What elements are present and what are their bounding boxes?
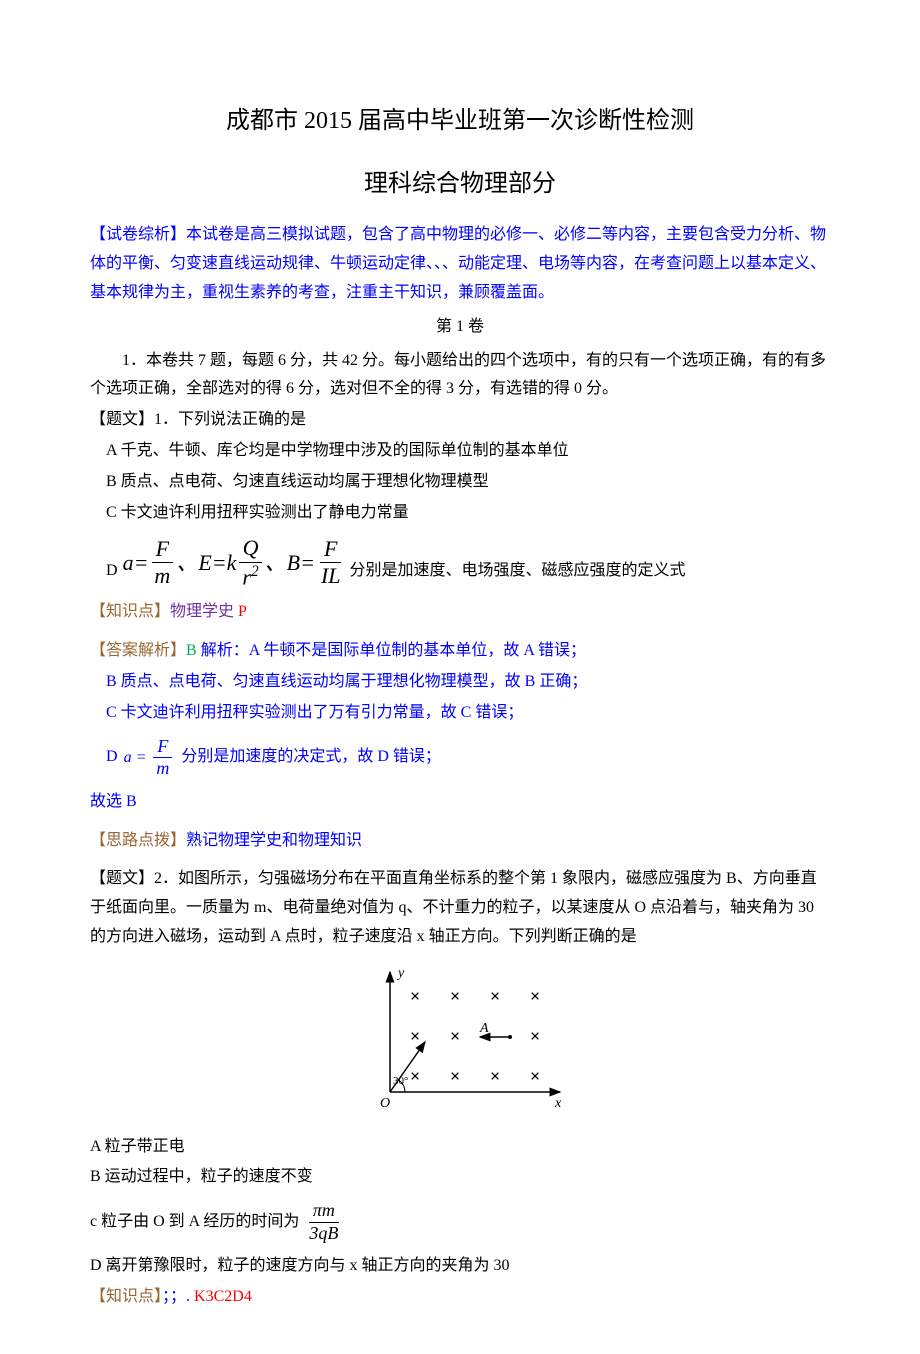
- x-axis-label: x: [554, 1096, 562, 1111]
- ans-answer: B: [186, 642, 197, 659]
- svg-text:×: ×: [450, 1026, 460, 1046]
- svg-text:×: ×: [530, 986, 540, 1006]
- kp-label: 【知识点】: [90, 603, 170, 620]
- page-subtitle: 理科综合物理部分: [90, 163, 830, 206]
- q2-stem: 【题文】2．如图所示，匀强磁场分布在平面直角坐标系的整个第 1 象限内，磁感应强…: [90, 865, 830, 951]
- intro-paragraph: 【试卷综析】本试卷是高三模拟试题，包含了高中物理的必修一、必修二等内容，主要包含…: [90, 221, 830, 307]
- q2-stem-text: 如图所示，匀强磁场分布在平面直角坐标系的整个第 1 象限内，磁感应强度为 B、方…: [90, 870, 817, 945]
- q2-option-c-prefix: c 粒子由 O 到 A 经历的时间为: [90, 1208, 299, 1237]
- ans-a: A 牛顿不是国际单位制的基本单位，故 A 错误；: [249, 642, 586, 659]
- q2-option-c: c 粒子由 O 到 A 经历的时间为 πm3qB: [90, 1200, 830, 1244]
- svg-text:×: ×: [530, 1066, 540, 1086]
- ans-d-line: D a = Fm 分别是加速度的决定式，故 D 错误；: [90, 736, 830, 780]
- svg-text:×: ×: [450, 986, 460, 1006]
- section-1-label: 第 1 卷: [90, 313, 830, 342]
- svg-text:×: ×: [490, 1066, 500, 1086]
- svg-text:×: ×: [530, 1026, 540, 1046]
- q2-diagram: O x y × × × × × × × × × × × 30° A: [90, 962, 830, 1123]
- q1-conclusion: 故选 B: [90, 788, 830, 817]
- page-title: 成都市 2015 届高中毕业班第一次诊断性检测: [90, 100, 830, 143]
- svg-text:×: ×: [410, 986, 420, 1006]
- q1-option-d-suffix: 分别是加速度、电场强度、磁感应强度的定义式: [347, 557, 686, 591]
- q2-kp-label: 【知识点】: [90, 1288, 162, 1305]
- q1-hint: 【思路点拨】熟记物理学史和物理知识: [90, 827, 830, 856]
- physics-diagram-svg: O x y × × × × × × × × × × × 30° A: [350, 962, 570, 1112]
- q2-option-d: D 离开第豫限时，粒子的速度方向与 x 轴正方向的夹角为 30: [90, 1252, 830, 1281]
- kp-code: P: [238, 603, 247, 620]
- point-a-label: A: [479, 1021, 489, 1036]
- ans-label: 【答案解析】: [90, 642, 186, 659]
- q1-formula: a=Fm、E=kQr2、B=FIL: [123, 535, 347, 590]
- svg-text:×: ×: [410, 1026, 420, 1046]
- intro-text: 本试卷是高三模拟试题，包含了高中物理的必修一、必修二等内容，主要包含受力分析、物…: [90, 226, 826, 301]
- q2-option-c-formula: πm3qB: [299, 1200, 344, 1244]
- origin-label: O: [380, 1096, 390, 1111]
- q1-knowledge-point: 【知识点】物理学史 P: [90, 598, 830, 627]
- svg-text:×: ×: [450, 1066, 460, 1086]
- q1-answer-line: 【答案解析】B 解析：A 牛顿不是国际单位制的基本单位，故 A 错误；: [90, 637, 830, 666]
- q2-kp-code: K3C2D4: [194, 1288, 252, 1305]
- angle-label: 30°: [393, 1075, 408, 1087]
- ans-word: 解析：: [201, 642, 249, 659]
- y-axis-label: y: [396, 966, 405, 981]
- kp-text: 物理学史: [170, 603, 234, 620]
- q1-option-c: C 卡文迪许利用扭秤实验测出了静电力常量: [90, 499, 830, 528]
- ans-c: C 卡文迪许利用扭秤实验测出了万有引力常量，故 C 错误；: [90, 699, 830, 728]
- ans-b: B 质点、点电荷、匀速直线运动均属于理想化物理模型，故 B 正确；: [90, 668, 830, 697]
- svg-text:×: ×: [410, 1066, 420, 1086]
- svg-text:×: ×: [490, 986, 500, 1006]
- q2-option-a: A 粒子带正电: [90, 1133, 830, 1162]
- ans-d-formula: a = Fm: [118, 736, 182, 780]
- q1-option-d: D a=Fm、E=kQr2、B=FIL 分别是加速度、电场强度、磁感应强度的定义…: [90, 535, 830, 590]
- q1-stem: 【题文】1．下列说法正确的是: [90, 406, 830, 435]
- q2-knowledge-point: 【知识点】；；. K3C2D4: [90, 1283, 830, 1312]
- hint-label: 【思路点拨】: [90, 832, 186, 849]
- q2-stem-label: 【题文】2．: [90, 870, 178, 887]
- ans-d-suffix: 分别是加速度的决定式，故 D 错误；: [181, 743, 441, 772]
- ans-d-prefix: D: [106, 743, 118, 772]
- q1-option-d-prefix: D: [90, 557, 123, 591]
- hint-text: 熟记物理学史和物理知识: [186, 832, 362, 849]
- intro-label: 【试卷综析】: [90, 226, 186, 243]
- q2-option-b: B 运动过程中，粒子的速度不变: [90, 1163, 830, 1192]
- q1-option-a: A 千克、牛顿、库仑均是中学物理中涉及的国际单位制的基本单位: [90, 437, 830, 466]
- q1-option-b: B 质点、点电荷、匀速直线运动均属于理想化物理模型: [90, 468, 830, 497]
- q2-kp-sep: ；；.: [162, 1288, 190, 1305]
- section-1-desc: 1．本卷共 7 题，每题 6 分，共 42 分。每小题给出的四个选项中，有的只有…: [90, 347, 830, 405]
